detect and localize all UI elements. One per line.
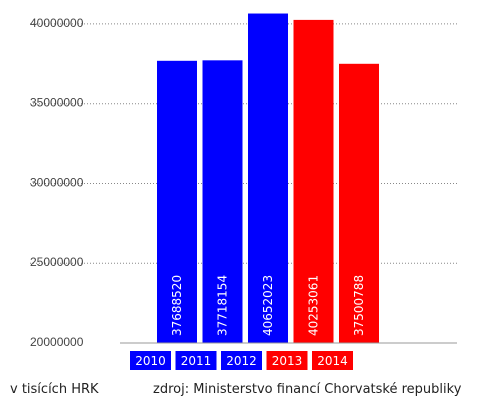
bar-value-label: 37500788 [352,275,366,336]
bar-2010 [157,60,197,344]
y-tick-label: 20000000 [30,335,84,349]
y-tick-label: 40000000 [30,16,84,30]
legend: 2010 2011 2012 2013 2014 [130,351,353,370]
bars: 37688520 37718154 40652023 40253061 37500788 [157,13,379,344]
bar-value-label: 37688520 [170,275,184,336]
gridlines [30,23,457,264]
y-tick-label: 25000000 [30,255,84,269]
unit-note: v tisících HRK [10,382,99,397]
bar-value-label: 40253061 [307,275,321,336]
bar-2011 [202,60,243,343]
legend-label: 2012 [226,354,257,368]
bar-2012 [248,13,288,343]
y-axis-tick-labels: 20000000 25000000 30000000 35000000 40000000 [30,16,84,349]
bar-2014 [339,63,379,343]
bar-2013 [293,19,334,343]
bar-chart: 20000000 25000000 30000000 35000000 40000000… [30,13,457,370]
bar-value-label: 37718154 [216,275,230,336]
y-tick-label: 35000000 [30,96,84,110]
legend-label: 2014 [317,354,348,368]
y-tick-label: 30000000 [30,175,84,189]
bar-value-label: 40652023 [261,275,275,336]
legend-swatch-2014 [312,351,353,370]
legend-swatch-2010 [130,351,171,370]
legend-label: 2010 [135,354,166,368]
legend-swatch-2012 [221,351,262,370]
legend-swatch-2011 [175,351,217,370]
legend-label: 2013 [272,354,303,368]
source-note: zdroj: Ministerstvo financí Chorvatské r… [153,382,462,397]
legend-swatch-2013 [266,351,308,370]
legend-label: 2011 [181,354,212,368]
